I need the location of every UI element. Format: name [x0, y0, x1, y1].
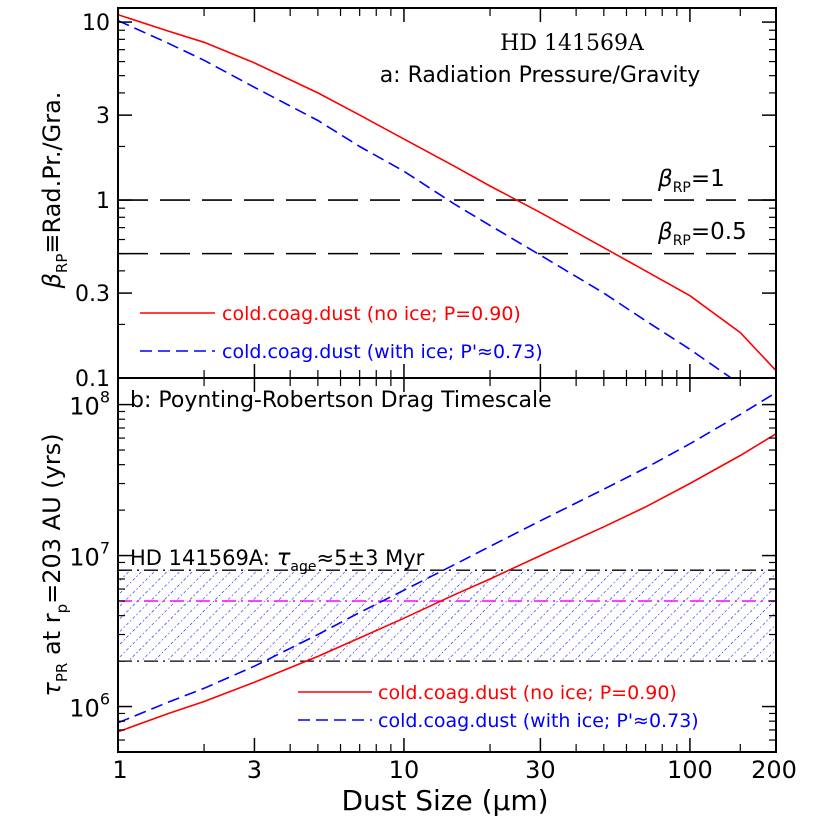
- legend-label: cold.coag.dust (with ice; P'≈0.73): [378, 710, 699, 732]
- age-annotation: HD 141569A: τage≈5±3 Myr: [130, 545, 425, 575]
- panel-a-legend: cold.coag.dust (no ice; P=0.90) cold.coag…: [140, 303, 543, 363]
- x-axis-ticks: 1 3 10 30 100 200: [112, 8, 797, 784]
- panel-a-title: HD 141569A: [500, 31, 645, 56]
- y-tick-label: 10: [82, 11, 110, 36]
- panel-a-series-no-ice: [118, 13, 776, 372]
- panel-b-curves: [118, 391, 776, 733]
- x-tick-label: 1: [112, 756, 127, 784]
- panel-a-curves: [118, 13, 776, 378]
- panel-b-series-no-ice: [118, 433, 776, 733]
- panel-b-y-ticks: 106 107 108: [69, 388, 776, 741]
- x-tick-label: 3: [247, 756, 262, 784]
- panel-b-series-with-ice: [118, 391, 776, 724]
- y-tick-label: 0.3: [75, 282, 110, 307]
- panel-a-series-with-ice: [118, 19, 733, 378]
- legend-label: cold.coag.dust (with ice; P'≈0.73): [222, 341, 543, 363]
- legend-label: cold.coag.dust (no ice; P=0.90): [378, 682, 677, 704]
- panel-a: 0.1 0.3 1 3 10 HD 141569A a: Radiation Press…: [38, 11, 776, 392]
- age-band: [118, 569, 776, 662]
- panel-b: 106 107 108 b: Poynting-Robertson Drag Tim…: [38, 388, 776, 741]
- age-band-hatch: [118, 570, 776, 662]
- panel-b-y-axis-label: τPR at rp=203 AU (yrs): [38, 433, 71, 696]
- y-tick-label: 108: [69, 388, 110, 421]
- x-tick-label: 10: [389, 756, 420, 784]
- panel-a-subtitle: a: Radiation Pressure/Gravity: [380, 63, 701, 88]
- panel-b-title: b: Poynting-Robertson Drag Timescale: [130, 388, 552, 413]
- reference-lines: [118, 199, 776, 255]
- y-tick-label: 107: [69, 539, 110, 572]
- panel-b-frame: [117, 377, 777, 753]
- panel-a-y-axis-label: βRP≡Rad.Pr./Gra.: [38, 92, 71, 290]
- x-tick-label: 200: [751, 756, 797, 784]
- panel-b-legend: cold.coag.dust (no ice; P=0.90) cold.coag…: [298, 682, 699, 732]
- y-tick-label: 0.1: [75, 367, 110, 392]
- x-axis-label: Dust Size (μm): [341, 784, 548, 817]
- legend-label: cold.coag.dust (no ice; P=0.90): [222, 303, 521, 325]
- y-tick-label: 1: [96, 189, 110, 214]
- panel-a-y-ticks: 0.1 0.3 1 3 10: [75, 11, 776, 392]
- y-tick-label: 3: [96, 104, 110, 129]
- reference-label-beta-0-5: βRP=0.5: [657, 219, 747, 249]
- x-tick-label: 100: [667, 756, 713, 784]
- y-tick-label: 106: [69, 690, 110, 723]
- x-tick-label: 30: [525, 756, 556, 784]
- reference-label-beta-1: βRP=1: [657, 166, 725, 196]
